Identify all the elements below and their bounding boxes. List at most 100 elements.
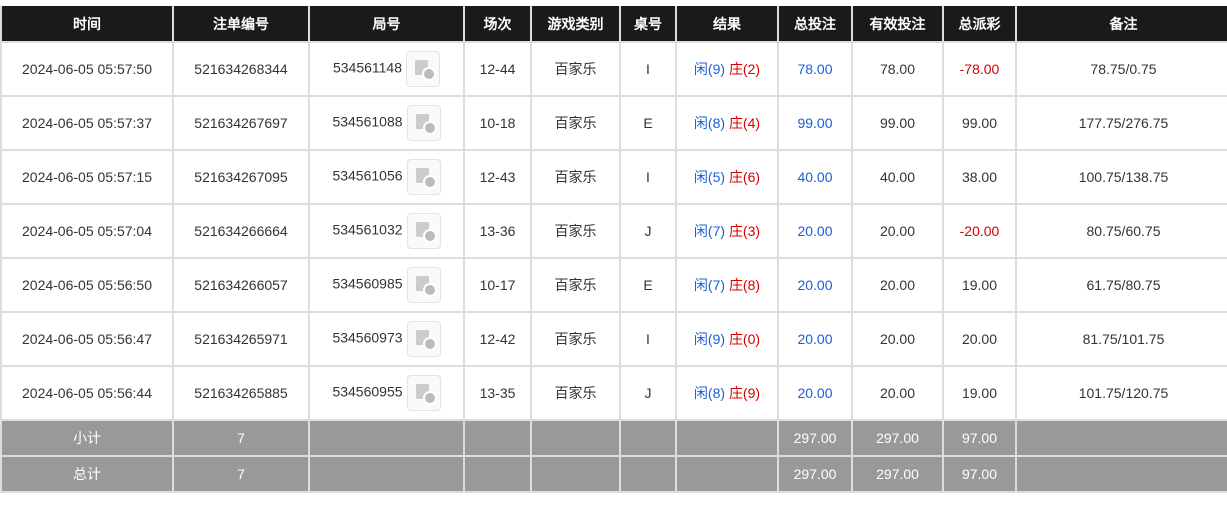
cell-session: 12-44 — [463, 41, 532, 97]
banker-result: 庄(0) — [728, 331, 761, 347]
header-time: 时间 — [0, 6, 174, 43]
cell-valid-bet: 20.00 — [851, 203, 944, 259]
cell-time: 2024-06-05 05:57:04 — [0, 203, 174, 259]
banker-result: 庄(8) — [728, 277, 761, 293]
round-number: 534561032 — [332, 221, 403, 238]
cell-valid-bet: 78.00 — [851, 41, 944, 97]
banker-result: 庄(4) — [728, 115, 761, 131]
video-replay-icon[interactable] — [406, 213, 441, 249]
cell-bet-id: 521634268344 — [172, 41, 310, 97]
cell-bet-id: 521634266057 — [172, 257, 310, 313]
player-result: 闲(7) — [693, 223, 726, 239]
cell-time: 2024-06-05 05:56:47 — [0, 311, 174, 367]
player-result: 闲(9) — [693, 331, 726, 347]
header-note: 备注 — [1015, 6, 1227, 43]
cell-total-payout: 19.00 — [942, 365, 1017, 421]
cell-time: 2024-06-05 05:56:44 — [0, 365, 174, 421]
round-number: 534560955 — [332, 383, 403, 400]
cell-valid-bet: 20.00 — [851, 311, 944, 367]
cell-result: 闲(8) 庄(4) — [675, 95, 779, 151]
cell-round: 534560955 — [308, 365, 465, 421]
cell-game-type: 百家乐 — [530, 365, 621, 421]
banker-result: 庄(3) — [728, 223, 761, 239]
cell-round: 534560985 — [308, 257, 465, 313]
cell-time: 2024-06-05 05:57:37 — [0, 95, 174, 151]
cell-total-bet: 40.00 — [777, 149, 853, 205]
table-row: 2024-06-05 05:57:15 521634267095 5345610… — [0, 149, 1227, 205]
cell-total-bet: 20.00 — [777, 203, 853, 259]
banker-result: 庄(2) — [728, 61, 761, 77]
cell-game-type: 百家乐 — [530, 257, 621, 313]
cell-result: 闲(7) 庄(8) — [675, 257, 779, 313]
video-replay-icon[interactable] — [406, 105, 441, 141]
cell-total-payout: 20.00 — [942, 311, 1017, 367]
video-replay-icon[interactable] — [406, 267, 441, 303]
cell-session: 10-18 — [463, 95, 532, 151]
player-result: 闲(8) — [693, 115, 726, 131]
cell-session: 12-43 — [463, 149, 532, 205]
cell-table-no: J — [619, 203, 677, 259]
header-row: 时间 注单编号 局号 场次 游戏类别 桌号 结果 总投注 有效投注 总派彩 备注 — [0, 6, 1227, 43]
round-number: 534561056 — [332, 167, 403, 184]
cell-note: 61.75/80.75 — [1015, 257, 1227, 313]
cell-session: 10-17 — [463, 257, 532, 313]
round-number: 534561088 — [332, 113, 403, 130]
cell-valid-bet: 20.00 — [851, 257, 944, 313]
cell-note: 101.75/120.75 — [1015, 365, 1227, 421]
header-valid-bet: 有效投注 — [851, 6, 944, 43]
table-row: 2024-06-05 05:57:50 521634268344 5345611… — [0, 41, 1227, 97]
cell-time: 2024-06-05 05:57:50 — [0, 41, 174, 97]
summary-valid-bet: 297.00 — [851, 419, 944, 457]
header-total-bet: 总投注 — [777, 6, 853, 43]
cell-result: 闲(9) 庄(2) — [675, 41, 779, 97]
summary-payout: 97.00 — [942, 455, 1017, 493]
summary-valid-bet: 297.00 — [851, 455, 944, 493]
summary-total-bet: 297.00 — [777, 455, 853, 493]
cell-total-payout: 99.00 — [942, 95, 1017, 151]
cell-game-type: 百家乐 — [530, 95, 621, 151]
cell-table-no: I — [619, 41, 677, 97]
summary-count: 7 — [172, 419, 310, 457]
cell-result: 闲(7) 庄(3) — [675, 203, 779, 259]
cell-note: 100.75/138.75 — [1015, 149, 1227, 205]
round-number: 534560985 — [332, 275, 403, 292]
cell-bet-id: 521634267095 — [172, 149, 310, 205]
video-replay-icon[interactable] — [406, 321, 441, 357]
summary-label: 总计 — [0, 455, 174, 493]
cell-valid-bet: 40.00 — [851, 149, 944, 205]
player-result: 闲(8) — [693, 385, 726, 401]
cell-bet-id: 521634267697 — [172, 95, 310, 151]
cell-game-type: 百家乐 — [530, 149, 621, 205]
cell-total-bet: 20.00 — [777, 365, 853, 421]
cell-total-bet: 78.00 — [777, 41, 853, 97]
cell-bet-id: 521634265971 — [172, 311, 310, 367]
cell-result: 闲(9) 庄(0) — [675, 311, 779, 367]
cell-result: 闲(5) 庄(6) — [675, 149, 779, 205]
cell-round: 534561148 — [308, 41, 465, 97]
cell-note: 177.75/276.75 — [1015, 95, 1227, 151]
banker-result: 庄(6) — [728, 169, 761, 185]
video-replay-icon[interactable] — [406, 159, 441, 195]
cell-bet-id: 521634266664 — [172, 203, 310, 259]
summary-payout: 97.00 — [942, 419, 1017, 457]
cell-total-payout: -78.00 — [942, 41, 1017, 97]
cell-round: 534561056 — [308, 149, 465, 205]
cell-round: 534561032 — [308, 203, 465, 259]
cell-total-bet: 99.00 — [777, 95, 853, 151]
cell-game-type: 百家乐 — [530, 41, 621, 97]
cell-note: 78.75/0.75 — [1015, 41, 1227, 97]
cell-table-no: E — [619, 257, 677, 313]
table-row: 2024-06-05 05:56:44 521634265885 5345609… — [0, 365, 1227, 421]
cell-total-payout: -20.00 — [942, 203, 1017, 259]
header-round: 局号 — [308, 6, 465, 43]
cell-time: 2024-06-05 05:57:15 — [0, 149, 174, 205]
cell-note: 81.75/101.75 — [1015, 311, 1227, 367]
cell-time: 2024-06-05 05:56:50 — [0, 257, 174, 313]
video-replay-icon[interactable] — [406, 375, 441, 411]
cell-total-payout: 19.00 — [942, 257, 1017, 313]
cell-table-no: I — [619, 149, 677, 205]
cell-game-type: 百家乐 — [530, 311, 621, 367]
cell-result: 闲(8) 庄(9) — [675, 365, 779, 421]
total-row: 总计 7 297.00 297.00 97.00 — [0, 455, 1227, 493]
video-replay-icon[interactable] — [406, 51, 441, 87]
